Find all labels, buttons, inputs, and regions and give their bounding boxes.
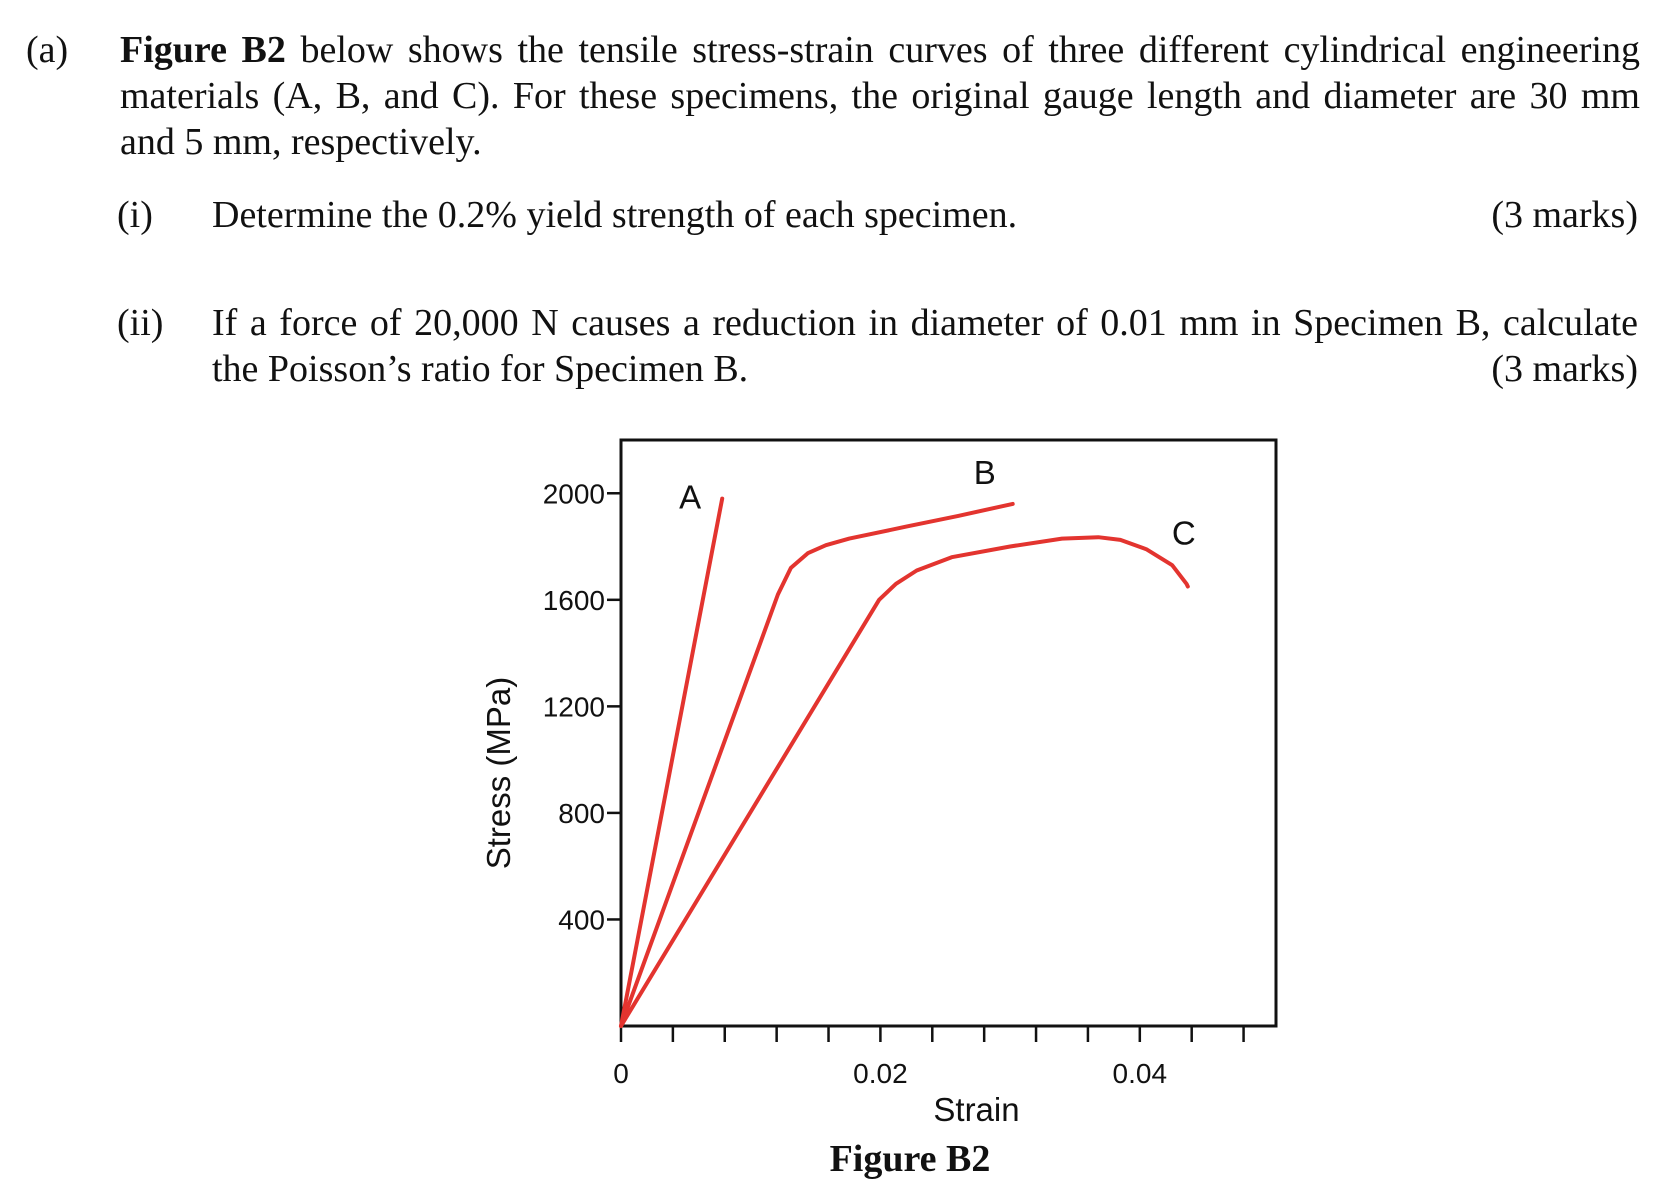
- series-label-A: A: [679, 479, 701, 516]
- x-tick-label-1: 0.02: [853, 1058, 908, 1089]
- question-label: (a): [26, 29, 69, 71]
- question-intro: Figure B2 below shows the tensile stress…: [120, 27, 1640, 165]
- part-i-number: (i): [117, 194, 153, 236]
- x-axis-label: Strain: [933, 1091, 1019, 1128]
- plot-frame: [619, 438, 1278, 1028]
- series-line-A: [619, 496, 725, 1028]
- series-line-B: [619, 501, 1015, 1028]
- part-ii-number: (ii): [117, 302, 164, 344]
- y-tick-label-4: 2000: [543, 478, 605, 509]
- question-intro-text: below shows the tensile stress-strain cu…: [120, 29, 1640, 163]
- series-label-C: C: [1172, 515, 1196, 552]
- figure-caption: Figure B2: [829, 1138, 991, 1180]
- y-axis-label: Stress (MPa): [480, 677, 517, 870]
- series-line-C: [619, 535, 1190, 1028]
- y-tick-label-1: 800: [558, 798, 605, 829]
- y-tick-label-2: 1200: [543, 691, 605, 722]
- x-tick-label-2: 0.04: [1113, 1058, 1168, 1089]
- part-i-text: Determine the 0.2% yield strength of eac…: [212, 194, 1018, 236]
- part-ii-marks: (3 marks): [1491, 348, 1638, 390]
- y-tick-label-3: 1600: [543, 585, 605, 616]
- figure-reference: Figure B2: [120, 29, 286, 71]
- part-ii-text: If a force of 20,000 N causes a reductio…: [212, 302, 1638, 390]
- x-tick-label-0: 0: [613, 1058, 629, 1089]
- part-i-marks: (3 marks): [1491, 194, 1638, 236]
- y-tick-label-0: 400: [558, 904, 605, 935]
- series-label-B: B: [974, 454, 996, 491]
